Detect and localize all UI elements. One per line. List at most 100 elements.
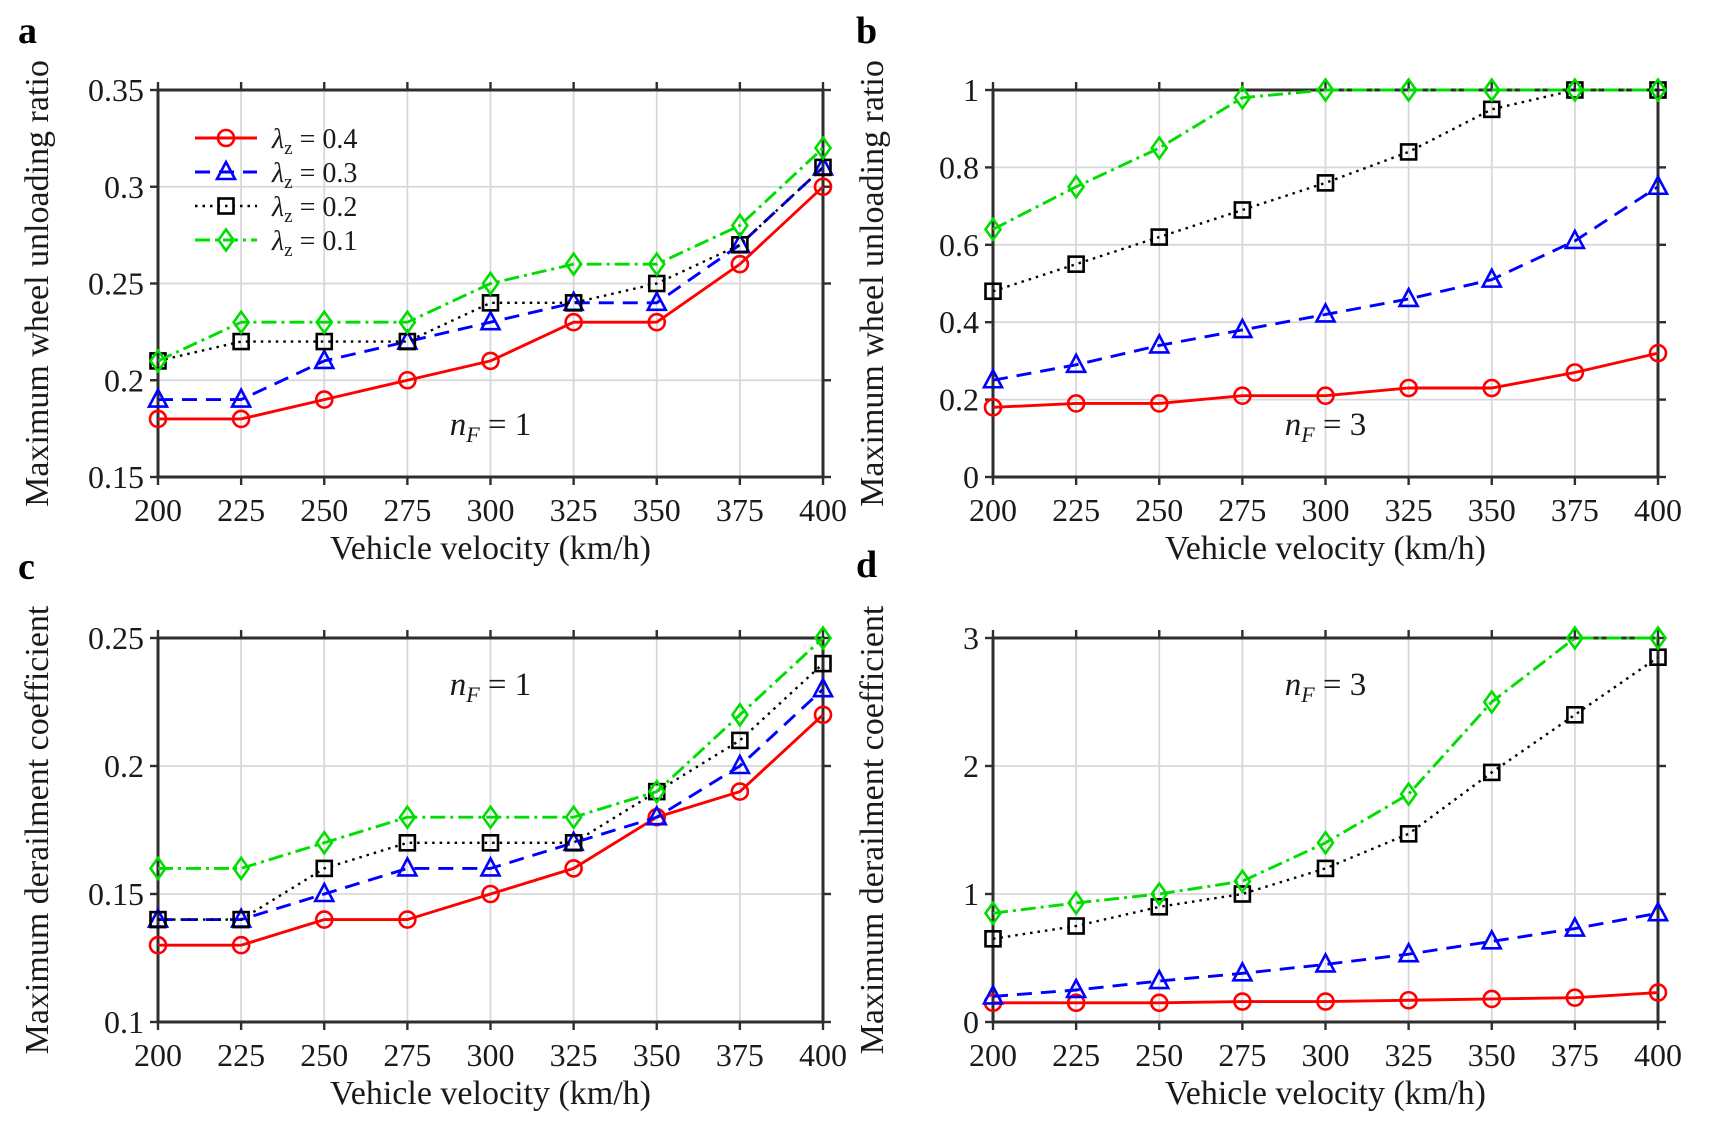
series-line [992, 656, 1659, 940]
marker-diamond [398, 804, 417, 830]
y-tick-label: 0.4 [939, 304, 979, 340]
x-axis-label: Vehicle velocity (km/h) [330, 530, 651, 567]
marker-diamond [983, 216, 1003, 243]
marker-diamond [1565, 77, 1584, 103]
marker-triangle [214, 159, 238, 181]
x-tick-label: 200 [969, 492, 1017, 528]
x-tick-label: 325 [1385, 492, 1433, 528]
x-tick-label: 375 [716, 492, 764, 528]
marker-triangle [645, 804, 668, 826]
series-lambda-z-0.3 [146, 154, 835, 408]
x-tick-label: 300 [1302, 492, 1350, 528]
marker-triangle [479, 855, 502, 877]
marker-triangle [1397, 286, 1420, 308]
y-tick-label: 0 [963, 459, 979, 495]
x-tick-label: 275 [1218, 492, 1266, 528]
marker-circle [1482, 378, 1502, 398]
marker-square [984, 282, 1002, 301]
x-tick-label: 200 [969, 1037, 1017, 1073]
chart-a-wheel-unloading-nf1: 200 225 250 275 300 325 350 375 4000.150.20.250.… [19, 60, 847, 567]
marker-circle [1316, 386, 1335, 406]
marker-triangle [728, 753, 752, 775]
panel-b: 200 225 250 275 300 325 350 375 400 0 0.2 0.4 0.6 0.8… [835, 0, 1709, 567]
series-line [157, 166, 824, 363]
legend-item: λz = 0.1 [195, 226, 357, 261]
y-tick-label: 0.15 [88, 876, 144, 912]
x-tick-label: 275 [383, 1037, 431, 1073]
y-axis-label: Maximum wheel unloading ratio [19, 60, 56, 507]
marker-circle [813, 177, 833, 197]
x-tick-label: 300 [467, 492, 515, 528]
marker-circle [1149, 993, 1169, 1013]
marker-triangle [981, 983, 1005, 1005]
marker-square [1482, 763, 1501, 782]
marker-square [731, 731, 749, 750]
x-tick-label: 325 [550, 492, 598, 528]
x-tick-label: 300 [467, 1037, 515, 1073]
series-line [157, 146, 824, 363]
x-tick-label: 325 [550, 1037, 598, 1073]
marker-square [1233, 201, 1252, 219]
x-axis-label: Vehicle velocity (km/h) [1165, 530, 1486, 567]
marker-circle [983, 398, 1003, 417]
panel-d: 200 225 250 275 300 325 350 375 400 0 1 2 3 Vehicle v… [835, 560, 1709, 1131]
marker-square [315, 859, 334, 878]
marker-circle [481, 884, 500, 904]
marker-circle [813, 705, 833, 725]
marker-diamond [1565, 625, 1584, 651]
marker-triangle [396, 855, 419, 877]
x-tick-labels: 200 225 250 275 300 325 350 375 400 [134, 492, 847, 528]
marker-triangle [313, 881, 336, 903]
marker-diamond [1648, 625, 1668, 651]
marker-triangle [1231, 960, 1254, 982]
marker-circle [1066, 394, 1086, 413]
marker-diamond [647, 251, 666, 277]
panel-letter-a: a [18, 10, 37, 52]
marker-diamond [1399, 77, 1418, 103]
axis-ticks [150, 82, 831, 485]
x-tick-label: 375 [716, 1037, 764, 1073]
y-tick-label: 0.2 [104, 362, 144, 398]
grid [158, 638, 823, 1022]
series-lambda-z-0.3 [981, 900, 1670, 1005]
y-tick-label: 3 [963, 620, 979, 656]
marker-diamond [564, 804, 583, 830]
marker-circle [231, 935, 251, 955]
marker-triangle [645, 290, 668, 312]
marker-circle [148, 409, 168, 429]
marker-triangle [1397, 941, 1420, 963]
marker-circle [398, 370, 417, 390]
marker-square [398, 833, 417, 852]
x-tick-label: 250 [1135, 492, 1183, 528]
legend-item: λz = 0.3 [195, 158, 357, 193]
x-tick-label: 350 [1468, 492, 1516, 528]
marker-square [217, 197, 235, 215]
series-lambda-z-0.4 [983, 983, 1668, 1013]
y-tick-label: 0.25 [88, 266, 144, 302]
marker-triangle [811, 676, 835, 698]
x-tick-label: 225 [217, 492, 265, 528]
marker-square [1233, 885, 1252, 903]
series-lambda-z-0.4 [983, 343, 1668, 417]
y-tick-label: 2 [963, 748, 979, 784]
marker-diamond [730, 702, 749, 728]
marker-square [814, 654, 832, 673]
marker-triangle [313, 348, 336, 370]
marker-circle [314, 390, 334, 409]
marker-diamond [315, 309, 334, 335]
series-line [992, 88, 1658, 231]
axis-ticks [985, 630, 1666, 1030]
marker-circle [1399, 378, 1418, 398]
marker-circle [1316, 992, 1335, 1011]
legend-label: λz = 0.4 [271, 124, 357, 159]
marker-square [1316, 174, 1335, 192]
marker-triangle [1231, 317, 1254, 339]
x-tick-label: 200 [134, 492, 182, 528]
y-tick-label: 1 [963, 72, 979, 108]
marker-circle [730, 782, 750, 801]
x-tick-label: 250 [1135, 1037, 1183, 1073]
marker-square [1566, 706, 1584, 724]
x-tick-label: 225 [1052, 492, 1100, 528]
y-tick-label: 0.25 [88, 620, 144, 656]
y-tick-label: 0.1 [104, 1004, 144, 1040]
